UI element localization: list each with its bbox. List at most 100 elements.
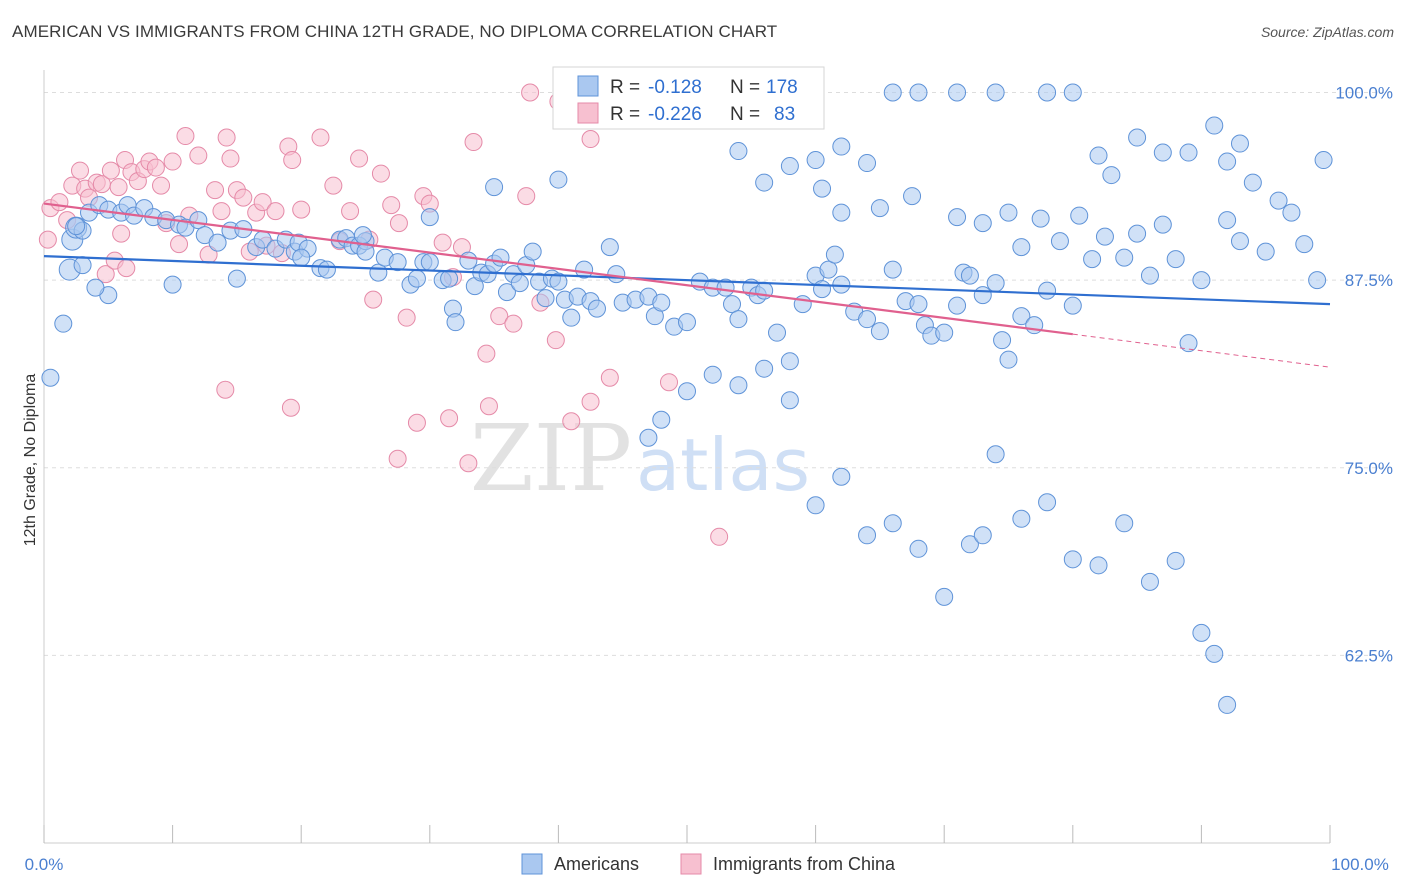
americans-point	[1089, 556, 1108, 575]
americans-point	[652, 410, 671, 429]
americans-point	[1115, 248, 1134, 267]
americans-point	[1050, 232, 1069, 251]
americans-point	[536, 289, 555, 308]
x-tick-label-max: 100.0%	[1331, 855, 1389, 874]
americans-point	[1038, 83, 1057, 102]
americans-point	[41, 368, 60, 387]
y-tick-label: 75.0%	[1345, 459, 1393, 478]
americans-point	[755, 359, 774, 378]
americans-point	[575, 260, 594, 279]
bottom-legend-label-immigrants: Immigrants from China	[713, 854, 896, 874]
immigrants-point	[490, 307, 509, 326]
x-tick-label-min: 0.0%	[25, 855, 64, 874]
americans-point	[1166, 250, 1185, 269]
americans-point	[1308, 271, 1327, 290]
americans-point	[813, 179, 832, 198]
source-label: Source: ZipAtlas.com	[1260, 24, 1394, 40]
americans-point	[935, 323, 954, 342]
immigrants-point	[521, 83, 540, 102]
legend: R = -0.128 N = 178 R = -0.226 N = 83	[552, 66, 825, 130]
americans-point	[1140, 266, 1159, 285]
legend-r-value-americans: -0.128	[648, 77, 702, 98]
americans-point	[780, 352, 799, 371]
americans-point	[755, 173, 774, 192]
immigrants-point	[311, 128, 330, 147]
americans-point	[960, 535, 979, 554]
americans-point	[935, 587, 954, 606]
trend-lines	[43, 202, 1331, 368]
immigrants-point	[216, 380, 235, 399]
immigrants-point	[170, 235, 189, 254]
americans-point	[73, 256, 92, 275]
americans-point	[858, 310, 877, 329]
americans-point	[1083, 250, 1102, 269]
immigrants-point	[283, 151, 302, 170]
americans-point	[1102, 166, 1121, 185]
immigrants-point	[109, 178, 128, 197]
immigrants-point	[371, 164, 390, 183]
americans-point	[1038, 281, 1057, 300]
americans-point	[973, 526, 992, 545]
americans-point	[1095, 227, 1114, 246]
y-tick-label: 100.0%	[1335, 84, 1393, 103]
americans-point	[883, 514, 902, 533]
immigrants-point	[253, 193, 272, 212]
americans-point	[909, 83, 928, 102]
americans-point	[1063, 83, 1082, 102]
immigrants-point	[562, 412, 581, 431]
americans-point	[67, 217, 86, 236]
americans-point	[806, 496, 825, 515]
americans-point	[858, 526, 877, 545]
americans-point	[678, 313, 696, 332]
americans-point	[999, 350, 1018, 369]
immigrants-point	[50, 193, 69, 212]
immigrants-point	[101, 161, 120, 180]
americans-point	[993, 331, 1012, 350]
americans-point	[1166, 551, 1185, 570]
immigrants-point	[38, 230, 57, 249]
americans-point	[491, 248, 510, 267]
americans-point	[806, 151, 825, 170]
immigrants-point	[212, 202, 231, 221]
immigrants-point	[407, 413, 426, 432]
americans-point	[523, 242, 542, 261]
americans-point	[729, 376, 748, 395]
americans-point	[1192, 623, 1211, 642]
americans-point	[1128, 128, 1147, 147]
americans-point	[1140, 572, 1159, 591]
immigrants-point	[217, 128, 236, 147]
americans-point	[510, 274, 529, 293]
axes	[43, 70, 1331, 844]
bottom-legend-swatch-immigrants	[680, 853, 702, 875]
americans-point	[1218, 695, 1237, 714]
americans-point	[420, 208, 439, 227]
americans-point	[1282, 203, 1301, 222]
americans-point	[986, 445, 1005, 464]
bottom-legend-swatch-americans	[521, 853, 543, 875]
immigrants-point	[71, 161, 90, 180]
immigrants-point	[600, 368, 619, 387]
americans-point	[1031, 209, 1050, 228]
immigrants-point	[281, 398, 300, 417]
bottom-legend-label-americans: Americans	[554, 854, 639, 874]
y-tick-label: 62.5%	[1345, 646, 1393, 665]
immigrants-point	[581, 130, 600, 149]
americans-point	[973, 214, 992, 233]
americans-point	[780, 157, 799, 176]
immigrants-point	[146, 158, 165, 177]
immigrants-point	[440, 409, 459, 428]
americans-point	[1115, 514, 1134, 533]
americans-point	[832, 203, 851, 222]
americans-point	[54, 314, 73, 333]
americans-point	[1012, 307, 1031, 326]
watermark: ZIP atlas	[470, 405, 810, 512]
immigrants-point	[189, 146, 208, 165]
americans-point	[1179, 334, 1198, 353]
americans-point	[678, 382, 696, 401]
immigrants-point	[459, 454, 478, 473]
americans-point	[607, 265, 626, 284]
immigrants-point	[152, 176, 171, 195]
americans-point	[832, 137, 851, 156]
americans-point	[999, 203, 1018, 222]
